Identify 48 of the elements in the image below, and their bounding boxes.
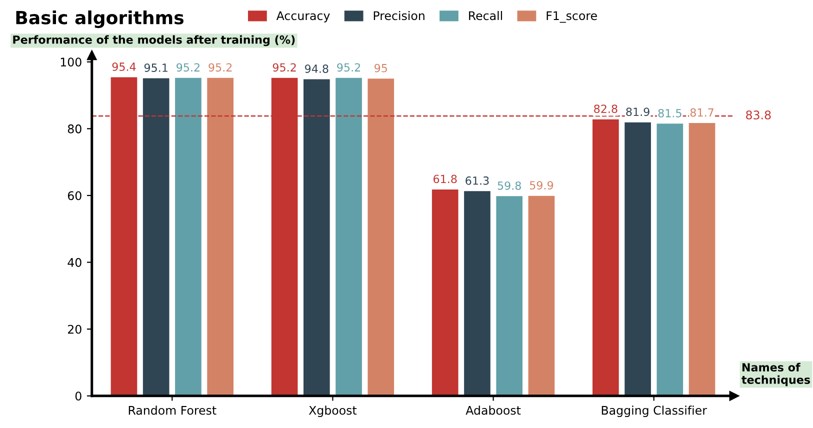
y-axis-title: Performance of the models after training (%) — [13, 35, 295, 46]
bar — [303, 79, 330, 396]
x-tick-label: Adaboost — [466, 406, 521, 415]
bar — [592, 119, 619, 396]
data-label: 61.8 — [434, 174, 457, 184]
bar — [142, 78, 170, 396]
bar — [624, 122, 651, 396]
bar — [464, 191, 490, 396]
bar — [528, 196, 555, 396]
bar — [496, 196, 523, 396]
data-label: 95.2 — [337, 63, 360, 72]
chart-title: Basic algorithms — [16, 10, 184, 28]
bar — [368, 78, 394, 396]
x-tick-label: Random Forest — [128, 406, 216, 415]
data-label: 95.2 — [272, 63, 296, 72]
y-tick-label: 100 — [60, 58, 82, 67]
data-label: 82.8 — [594, 104, 618, 114]
data-label: 95 — [374, 64, 387, 72]
bar — [432, 189, 458, 396]
y-tick-label: 20 — [68, 324, 82, 334]
legend-label: Accuracy — [276, 11, 330, 22]
data-label: 95.1 — [144, 64, 168, 72]
data-label: 95.2 — [208, 63, 232, 72]
data-label: 95.4 — [112, 62, 136, 71]
bar — [336, 78, 362, 396]
bar — [175, 78, 202, 396]
data-label: 81.9 — [626, 108, 650, 116]
bar — [688, 123, 716, 396]
x-tick-label: Bagging Classifier — [602, 406, 707, 418]
data-label: 59.8 — [498, 181, 521, 190]
x-axis-title: Names of techniques — [742, 362, 810, 386]
data-label: 61.3 — [466, 176, 489, 185]
x-tick-label: Xgboost — [308, 406, 357, 418]
y-tick-label: 60 — [68, 191, 82, 200]
data-label: 94.8 — [304, 64, 328, 73]
y-tick-label: 40 — [68, 258, 82, 267]
data-label: 95.2 — [176, 63, 200, 72]
legend-label: Precision — [374, 10, 424, 20]
ref-line-label: 83.8 — [746, 110, 771, 120]
bar — [656, 124, 684, 396]
bar — [207, 78, 234, 396]
y-tick-label: 0 — [75, 392, 82, 401]
data-label: 59.9 — [530, 181, 554, 190]
data-label: 81.5 — [658, 108, 682, 118]
data-label: 81.7 — [690, 108, 714, 117]
y-tick-label: 80 — [68, 124, 82, 134]
legend-label: Recall — [469, 10, 502, 20]
legend-label: F1_score — [546, 11, 597, 23]
